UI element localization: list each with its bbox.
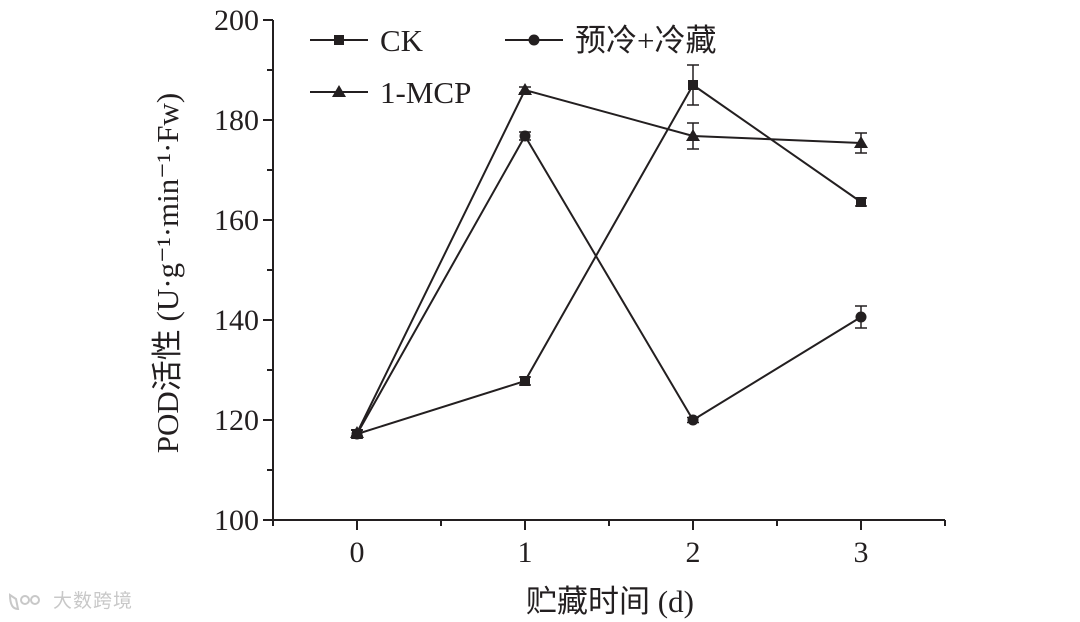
- series-line: [356, 88, 862, 434]
- series-line: [356, 83, 862, 435]
- y-tick-label: 180: [214, 104, 259, 137]
- x-tick-label: 2: [686, 536, 701, 569]
- legend-marker-triangle: [332, 85, 346, 97]
- watermark: 大数跨境: [8, 586, 133, 613]
- y-tick-label: 200: [214, 4, 259, 37]
- legend-label: CK: [380, 23, 424, 58]
- x-tick-label: 0: [350, 536, 365, 569]
- legend: CK 预冷+冷藏 1-MCP: [310, 23, 716, 110]
- legend-marker-square: [334, 35, 344, 45]
- axes: 100 120 140 160 180 200 0 1 2 3: [214, 4, 946, 569]
- legend-item: CK: [310, 23, 424, 58]
- data-point-circle: [855, 311, 867, 323]
- y-tick-label: 160: [214, 204, 259, 237]
- data-point-square: [688, 80, 698, 90]
- x-axis-title: 贮藏时间 (d): [526, 584, 694, 619]
- y-tick-label: 120: [214, 404, 259, 437]
- series-triangle: [350, 83, 868, 438]
- legend-item: 预冷+冷藏: [505, 23, 716, 58]
- data-point-triangle: [350, 426, 364, 438]
- kol-logo-icon: [8, 592, 40, 610]
- data-point-square: [520, 376, 530, 386]
- data-point-triangle: [518, 83, 532, 95]
- legend-item: 1-MCP: [310, 75, 471, 110]
- series-layer: [350, 64, 868, 440]
- series-square: [351, 64, 867, 439]
- series-line: [356, 134, 862, 435]
- x-tick-label: 1: [518, 536, 533, 569]
- data-point-square: [856, 197, 866, 207]
- legend-marker-circle: [528, 34, 540, 46]
- y-tick-label: 100: [214, 504, 259, 537]
- legend-label: 1-MCP: [380, 75, 471, 110]
- watermark-text: 大数跨境: [53, 590, 134, 612]
- data-point-circle: [687, 414, 699, 426]
- legend-label: 预冷+冷藏: [575, 23, 716, 58]
- y-tick-label: 140: [214, 304, 259, 337]
- data-point-circle: [519, 130, 531, 142]
- y-axis-title: POD活性 (U·g⁻¹·min⁻¹·Fw): [150, 93, 185, 453]
- data-point-triangle: [854, 136, 868, 148]
- data-point-triangle: [686, 129, 700, 141]
- x-tick-label: 3: [854, 536, 869, 569]
